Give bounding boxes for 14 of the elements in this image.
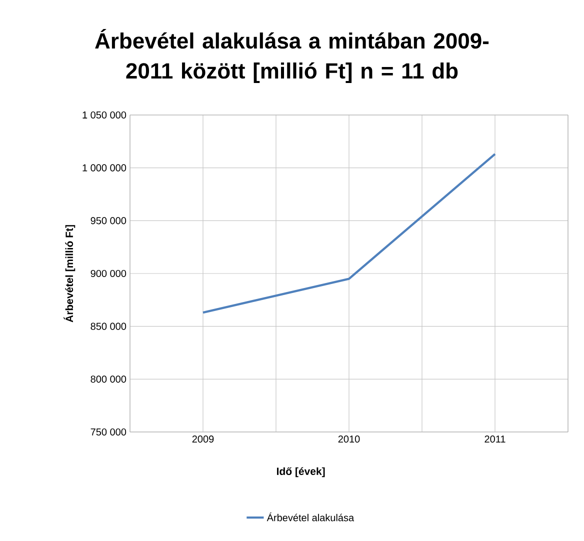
y-axis-title: Árbevétel [millió Ft] <box>64 225 76 322</box>
x-tick-label: 2009 <box>192 436 214 443</box>
y-tick-label: 900 000 <box>90 270 126 278</box>
y-tick-label: 950 000 <box>90 217 126 224</box>
x-tick-label: 2010 <box>338 436 360 443</box>
chart-title: Árbevétel alakulása a mintában 2009-2011 között [millió Ft] n = 11 db <box>95 28 489 84</box>
y-tick-label: 1 050 000 <box>82 111 126 119</box>
x-axis-title: Idő [évek] <box>277 467 325 478</box>
y-tick-label: 750 000 <box>90 428 126 436</box>
x-tick-label: 2011 <box>484 436 506 443</box>
y-tick-label: 850 000 <box>90 322 126 330</box>
y-tick-label: 1 000 000 <box>82 164 126 172</box>
y-tick-label: 800 000 <box>90 376 126 383</box>
legend-label: Árbevétel alakulása <box>266 512 354 522</box>
